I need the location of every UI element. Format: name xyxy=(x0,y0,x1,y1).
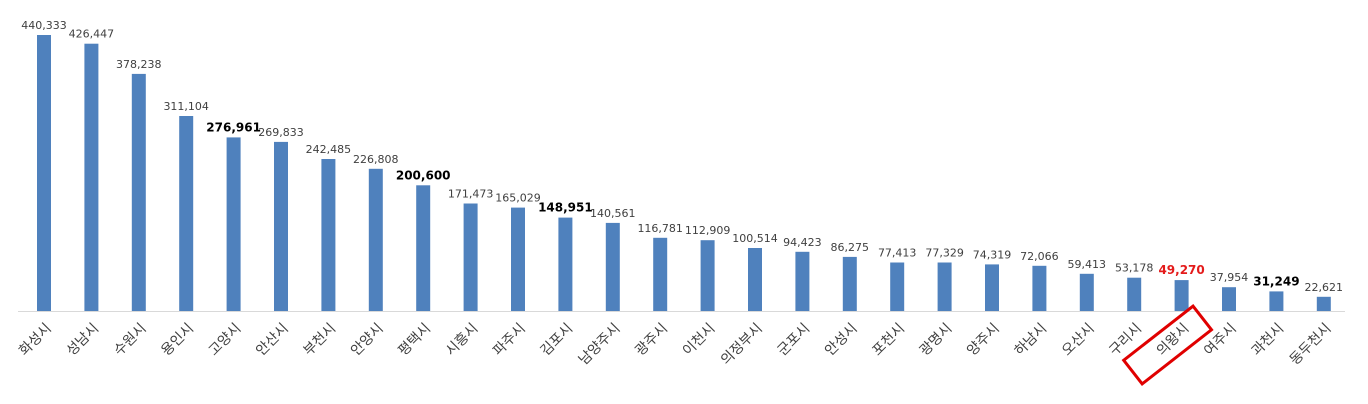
value-label-22: 72,066 xyxy=(1020,250,1059,263)
bar-22 xyxy=(1032,265,1047,311)
bar-17 xyxy=(795,251,810,311)
highlight-box xyxy=(1121,303,1214,387)
value-label-26: 37,954 xyxy=(1210,271,1249,284)
bar-24 xyxy=(1127,277,1142,311)
value-label-6: 269,833 xyxy=(258,126,304,139)
value-label-8: 226,808 xyxy=(353,153,399,166)
value-label-25: 49,270 xyxy=(1158,263,1204,277)
bar-18 xyxy=(842,256,857,311)
bar-2 xyxy=(84,43,99,311)
category-label-8: 안양시 xyxy=(348,321,387,360)
category-label-2: 성남시 xyxy=(64,321,103,360)
value-label-15: 112,909 xyxy=(685,224,731,237)
value-label-23: 59,413 xyxy=(1068,258,1107,271)
category-label-16: 의정부시 xyxy=(718,321,766,369)
value-label-19: 77,413 xyxy=(878,247,917,260)
bar-11 xyxy=(511,207,525,311)
value-label-24: 53,178 xyxy=(1115,262,1154,275)
value-label-28: 22,621 xyxy=(1305,281,1344,294)
category-label-19: 포천시 xyxy=(869,321,908,360)
value-label-13: 140,561 xyxy=(590,207,636,220)
bar-28 xyxy=(1316,296,1331,311)
category-label-27: 과천시 xyxy=(1249,321,1288,360)
bar-13 xyxy=(605,222,620,311)
category-label-23: 오산시 xyxy=(1059,321,1098,360)
value-label-11: 165,029 xyxy=(495,192,541,205)
category-label-14: 광주시 xyxy=(632,321,671,360)
category-label-22: 하남시 xyxy=(1012,321,1051,360)
value-label-2: 426,447 xyxy=(69,28,115,41)
category-label-11: 파주시 xyxy=(490,321,529,360)
bar-19 xyxy=(890,262,905,311)
value-label-4: 311,104 xyxy=(163,100,209,113)
category-label-18: 안성시 xyxy=(822,321,861,360)
category-label-5: 고양시 xyxy=(206,321,245,360)
bar-15 xyxy=(700,240,715,311)
value-label-3: 378,238 xyxy=(116,58,162,71)
bar-26 xyxy=(1222,287,1236,311)
bar-25 xyxy=(1174,280,1189,311)
category-label-25: 의왕시 xyxy=(1154,321,1193,360)
value-label-14: 116,781 xyxy=(637,222,683,235)
bar-12 xyxy=(558,217,573,311)
category-label-15: 이천시 xyxy=(680,321,719,360)
category-label-9: 평택시 xyxy=(395,321,434,360)
category-label-1: 화성시 xyxy=(16,321,55,360)
bar-20 xyxy=(937,262,952,311)
bar-5 xyxy=(226,137,241,311)
bar-10 xyxy=(463,203,478,311)
value-label-1: 440,333 xyxy=(21,19,67,32)
value-label-27: 31,249 xyxy=(1253,274,1299,288)
category-label-24: 구리시 xyxy=(1106,321,1145,360)
bar-9 xyxy=(416,185,431,311)
value-label-12: 148,951 xyxy=(538,201,593,215)
category-label-21: 양주시 xyxy=(964,321,1003,360)
bar-3 xyxy=(131,73,146,312)
category-label-3: 수원시 xyxy=(111,321,150,360)
value-label-18: 86,275 xyxy=(831,241,870,254)
bar-1 xyxy=(37,35,51,311)
category-label-10: 시흥시 xyxy=(443,321,482,360)
bar-8 xyxy=(368,168,383,311)
value-label-7: 242,485 xyxy=(306,143,352,156)
value-label-16: 100,514 xyxy=(732,232,778,245)
value-label-9: 200,600 xyxy=(396,168,451,182)
category-label-7: 부천시 xyxy=(301,321,340,360)
category-label-13: 남양주시 xyxy=(576,321,624,369)
bar-14 xyxy=(653,237,668,311)
bar-7 xyxy=(321,159,336,311)
bar-27 xyxy=(1269,291,1284,311)
bar-4 xyxy=(179,116,194,311)
value-label-10: 171,473 xyxy=(448,188,494,201)
category-label-6: 안산시 xyxy=(253,321,292,360)
value-label-17: 94,423 xyxy=(783,236,822,249)
bar-6 xyxy=(274,141,288,311)
category-label-17: 군포시 xyxy=(775,321,814,360)
category-label-4: 용인시 xyxy=(158,321,197,360)
category-label-28: 동두천시 xyxy=(1287,321,1335,369)
bar-16 xyxy=(748,248,762,311)
category-label-12: 김포시 xyxy=(538,321,577,360)
category-label-20: 광명시 xyxy=(917,321,956,360)
bar-21 xyxy=(985,264,999,311)
value-label-20: 77,329 xyxy=(925,247,964,260)
bar-23 xyxy=(1079,273,1094,311)
value-label-21: 74,319 xyxy=(973,248,1012,261)
value-label-5: 276,961 xyxy=(206,120,261,134)
